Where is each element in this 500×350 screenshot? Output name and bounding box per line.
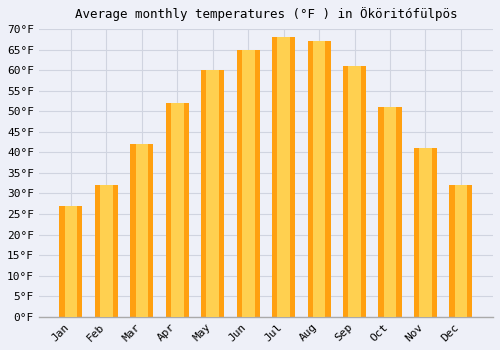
- Bar: [201, 70, 224, 317]
- Bar: [378, 107, 402, 317]
- Bar: [272, 37, 295, 317]
- Bar: [236, 50, 260, 317]
- Bar: [419, 148, 432, 317]
- Bar: [60, 206, 82, 317]
- Bar: [278, 37, 290, 317]
- Bar: [206, 70, 219, 317]
- Bar: [100, 185, 113, 317]
- Bar: [414, 148, 437, 317]
- Bar: [95, 185, 118, 317]
- Bar: [166, 103, 189, 317]
- Bar: [454, 185, 467, 317]
- Bar: [130, 144, 154, 317]
- Bar: [384, 107, 396, 317]
- Bar: [308, 41, 330, 317]
- Bar: [348, 66, 361, 317]
- Bar: [171, 103, 183, 317]
- Bar: [64, 206, 78, 317]
- Bar: [136, 144, 148, 317]
- Bar: [450, 185, 472, 317]
- Bar: [313, 41, 326, 317]
- Bar: [343, 66, 366, 317]
- Title: Average monthly temperatures (°F ) in Ököritófülpös: Average monthly temperatures (°F ) in Ök…: [74, 7, 457, 21]
- Bar: [242, 50, 254, 317]
